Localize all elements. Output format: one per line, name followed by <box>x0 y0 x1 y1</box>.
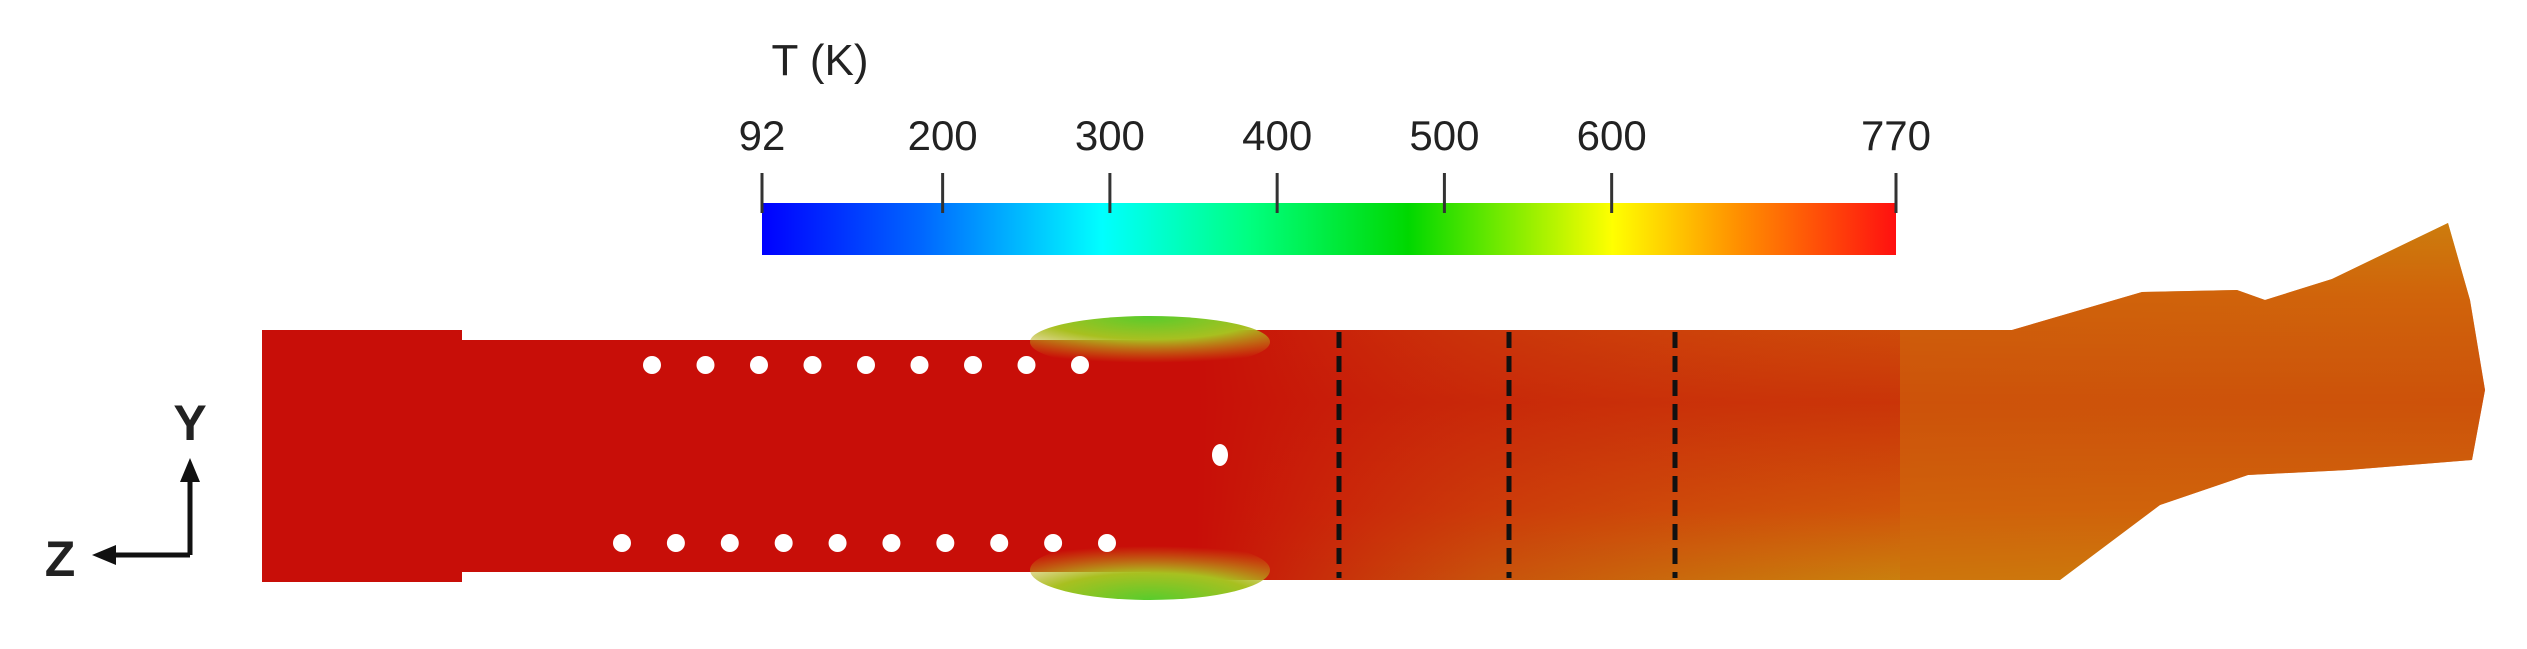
injection-hole <box>882 534 901 552</box>
injection-hole <box>666 534 685 552</box>
injection-hole <box>720 534 739 552</box>
colorbar-tick-label: 770 <box>1861 112 1931 159</box>
injection-hole <box>696 356 715 374</box>
colorbar-tick-label: 500 <box>1409 112 1479 159</box>
colorbar-title: T (K) <box>772 36 869 85</box>
colorbar-tick-label: 600 <box>1577 112 1647 159</box>
injection-hole <box>857 356 875 374</box>
injection-hole <box>910 356 929 374</box>
injection-hole <box>936 534 955 552</box>
inlet-hot-region <box>262 330 462 582</box>
injection-holes-bottom-row <box>613 534 1116 552</box>
y-axis-arrowhead <box>180 458 200 482</box>
contour-domain <box>262 223 2485 600</box>
injection-hole <box>1044 534 1063 552</box>
injection-hole <box>613 534 631 552</box>
colorbar-tick-label: 300 <box>1075 112 1145 159</box>
injection-holes-top-row <box>643 356 1089 374</box>
injection-hole <box>990 534 1009 552</box>
injection-hole <box>750 356 768 374</box>
y-axis-label: Y <box>173 395 206 451</box>
colorbar-tick-label: 92 <box>739 112 786 159</box>
colorbar-gradient <box>762 203 1896 255</box>
injection-hole <box>828 534 847 552</box>
injection-hole <box>1017 356 1036 374</box>
injection-hole <box>774 534 793 552</box>
colorbar-tick-label: 200 <box>908 112 978 159</box>
colorbar-ticks: 92 200 300 400 500 600 770 <box>739 112 1931 213</box>
z-axis-label: Z <box>45 531 76 587</box>
upper-hot-band <box>462 340 1102 572</box>
injection-hole <box>1071 356 1089 374</box>
injection-hole <box>643 356 661 374</box>
cool-patch-top <box>1030 316 1270 368</box>
outlet-region <box>1900 223 2485 580</box>
colorbar-tick-label: 400 <box>1242 112 1312 159</box>
center-hole <box>1212 444 1228 466</box>
injection-hole <box>803 356 822 374</box>
injection-hole <box>1098 534 1116 552</box>
z-axis-arrowhead <box>92 545 116 565</box>
injection-hole <box>964 356 982 374</box>
colorbar: T (K) 92 200 300 400 500 600 770 <box>739 36 1931 255</box>
section-lines <box>1336 332 1678 578</box>
cool-patch-bottom <box>1030 540 1270 600</box>
axis-triad: Y Z <box>45 395 207 587</box>
